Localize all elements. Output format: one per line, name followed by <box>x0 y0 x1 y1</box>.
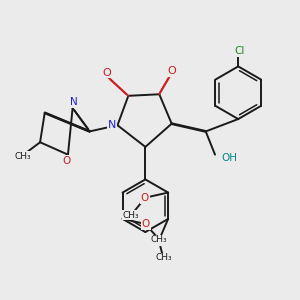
Text: O: O <box>102 68 111 78</box>
Text: O: O <box>62 156 70 166</box>
Text: CH₃: CH₃ <box>123 211 139 220</box>
Text: O: O <box>155 236 163 246</box>
Text: OH: OH <box>221 153 237 164</box>
Text: O: O <box>167 66 176 76</box>
Text: O: O <box>141 193 149 203</box>
Text: CH₃: CH₃ <box>155 253 172 262</box>
Text: N: N <box>108 120 116 130</box>
Text: Cl: Cl <box>235 46 245 56</box>
Text: O: O <box>142 220 150 230</box>
Text: CH₃: CH₃ <box>151 236 167 244</box>
Text: CH₃: CH₃ <box>15 152 32 161</box>
Text: N: N <box>70 97 78 107</box>
